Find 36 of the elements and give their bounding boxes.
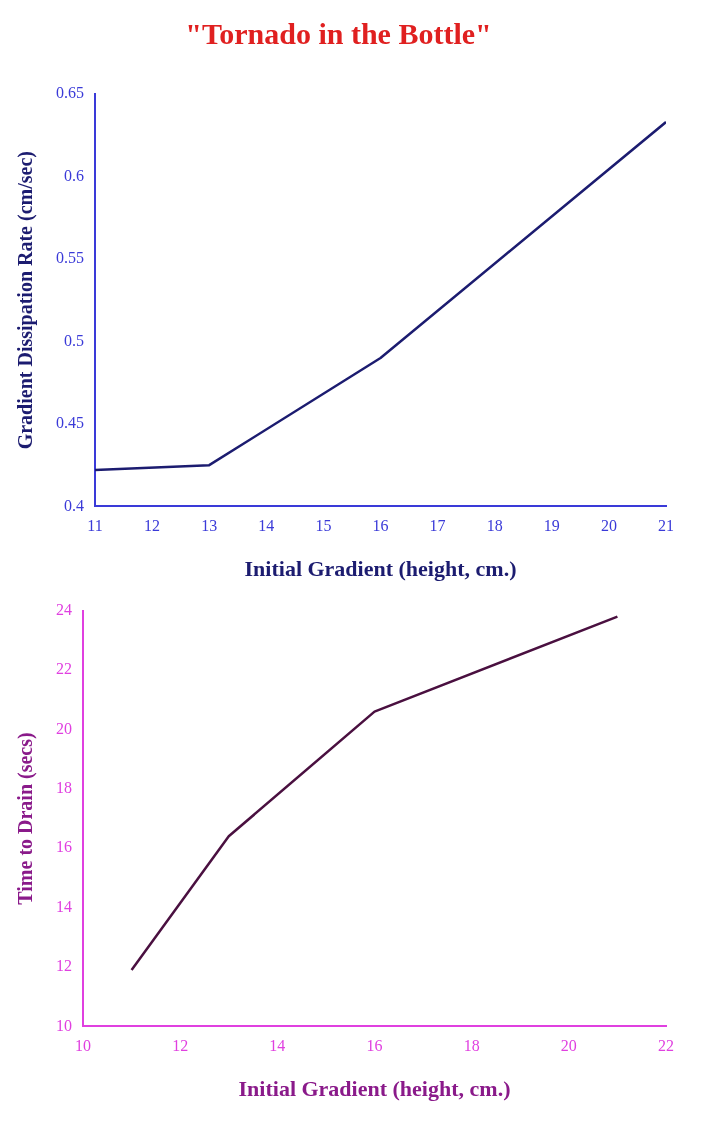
y-tick-label: 0.5 [63, 331, 84, 349]
y-tick-label: 24 [55, 600, 72, 618]
x-tick-label: 11 [86, 517, 103, 535]
y-tick-label: 20 [55, 719, 72, 737]
x-tick-label: 14 [257, 517, 274, 535]
y-tick-label: 14 [55, 897, 72, 915]
x-tick-label: 13 [200, 517, 217, 535]
x-tick-label: 19 [543, 517, 560, 535]
x-tick-label: 20 [600, 517, 617, 535]
x-tick-label: 17 [429, 517, 446, 535]
y-axis-title: Gradient Dissipation Rate (cm/sec) [13, 151, 37, 450]
x-tick-label: 20 [560, 1037, 577, 1055]
chart-title: "Tornado in the Bottle" [184, 16, 492, 50]
x-axis-title: Initial Gradient (height, cm.) [244, 556, 516, 582]
y-tick-label: 0.6 [63, 166, 84, 184]
y-axis-title: Time to Drain (secs) [13, 732, 37, 905]
y-tick-label: 0.65 [55, 84, 84, 102]
y-tick-label: 0.55 [55, 249, 84, 267]
x-tick-label: 22 [657, 1037, 674, 1055]
x-tick-label: 12 [143, 517, 160, 535]
x-tick-label: 18 [486, 517, 503, 535]
x-tick-label: 12 [171, 1037, 188, 1055]
y-tick-label: 22 [55, 660, 72, 678]
x-tick-label: 16 [366, 1037, 382, 1055]
x-tick-label: 15 [314, 517, 331, 535]
y-tick-label: 16 [55, 838, 72, 856]
y-tick-label: 10 [55, 1016, 72, 1034]
x-tick-label: 21 [657, 517, 674, 535]
x-tick-label: 14 [268, 1037, 285, 1055]
y-tick-label: 18 [55, 779, 72, 796]
y-tick-label: 12 [55, 957, 72, 975]
y-tick-label: 0.45 [55, 414, 84, 432]
x-tick-label: 18 [463, 1037, 480, 1055]
y-tick-label: 0.4 [63, 496, 84, 514]
x-tick-label: 16 [372, 517, 388, 535]
x-axis-title: Initial Gradient (height, cm.) [238, 1076, 510, 1102]
